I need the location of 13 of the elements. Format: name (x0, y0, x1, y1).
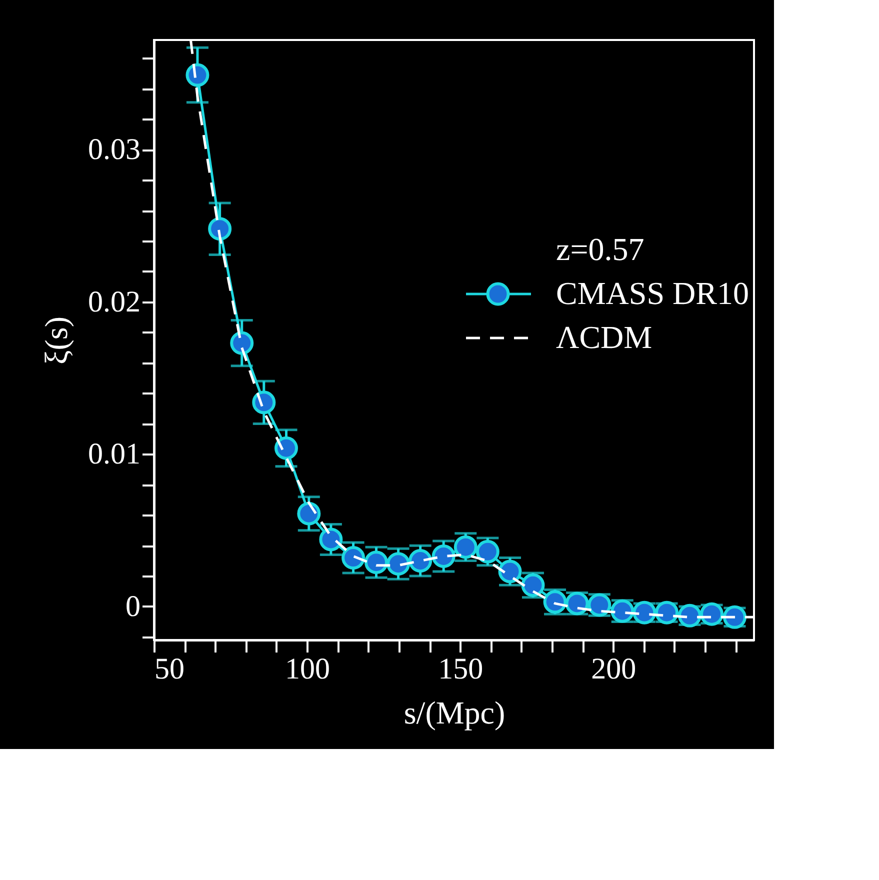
x-tick-label: 200 (591, 652, 636, 686)
x-tick-label: 150 (438, 652, 484, 686)
y-axis-title: ξ(s) (38, 316, 74, 365)
legend-title: z=0.57 (556, 231, 644, 267)
x-tick-label: 50 (154, 652, 184, 686)
y-tick-label: 0.02 (88, 285, 140, 318)
y-tick-label: 0.03 (88, 133, 140, 166)
y-tick-label: 0 (126, 590, 140, 623)
x-axis-title: s/(Mpc) (404, 694, 506, 730)
legend-label: ΛCDM (556, 319, 652, 355)
legend-label: CMASS DR10 (556, 275, 749, 311)
y-tick-label: 0.01 (88, 438, 140, 471)
x-tick-label: 100 (285, 652, 330, 686)
